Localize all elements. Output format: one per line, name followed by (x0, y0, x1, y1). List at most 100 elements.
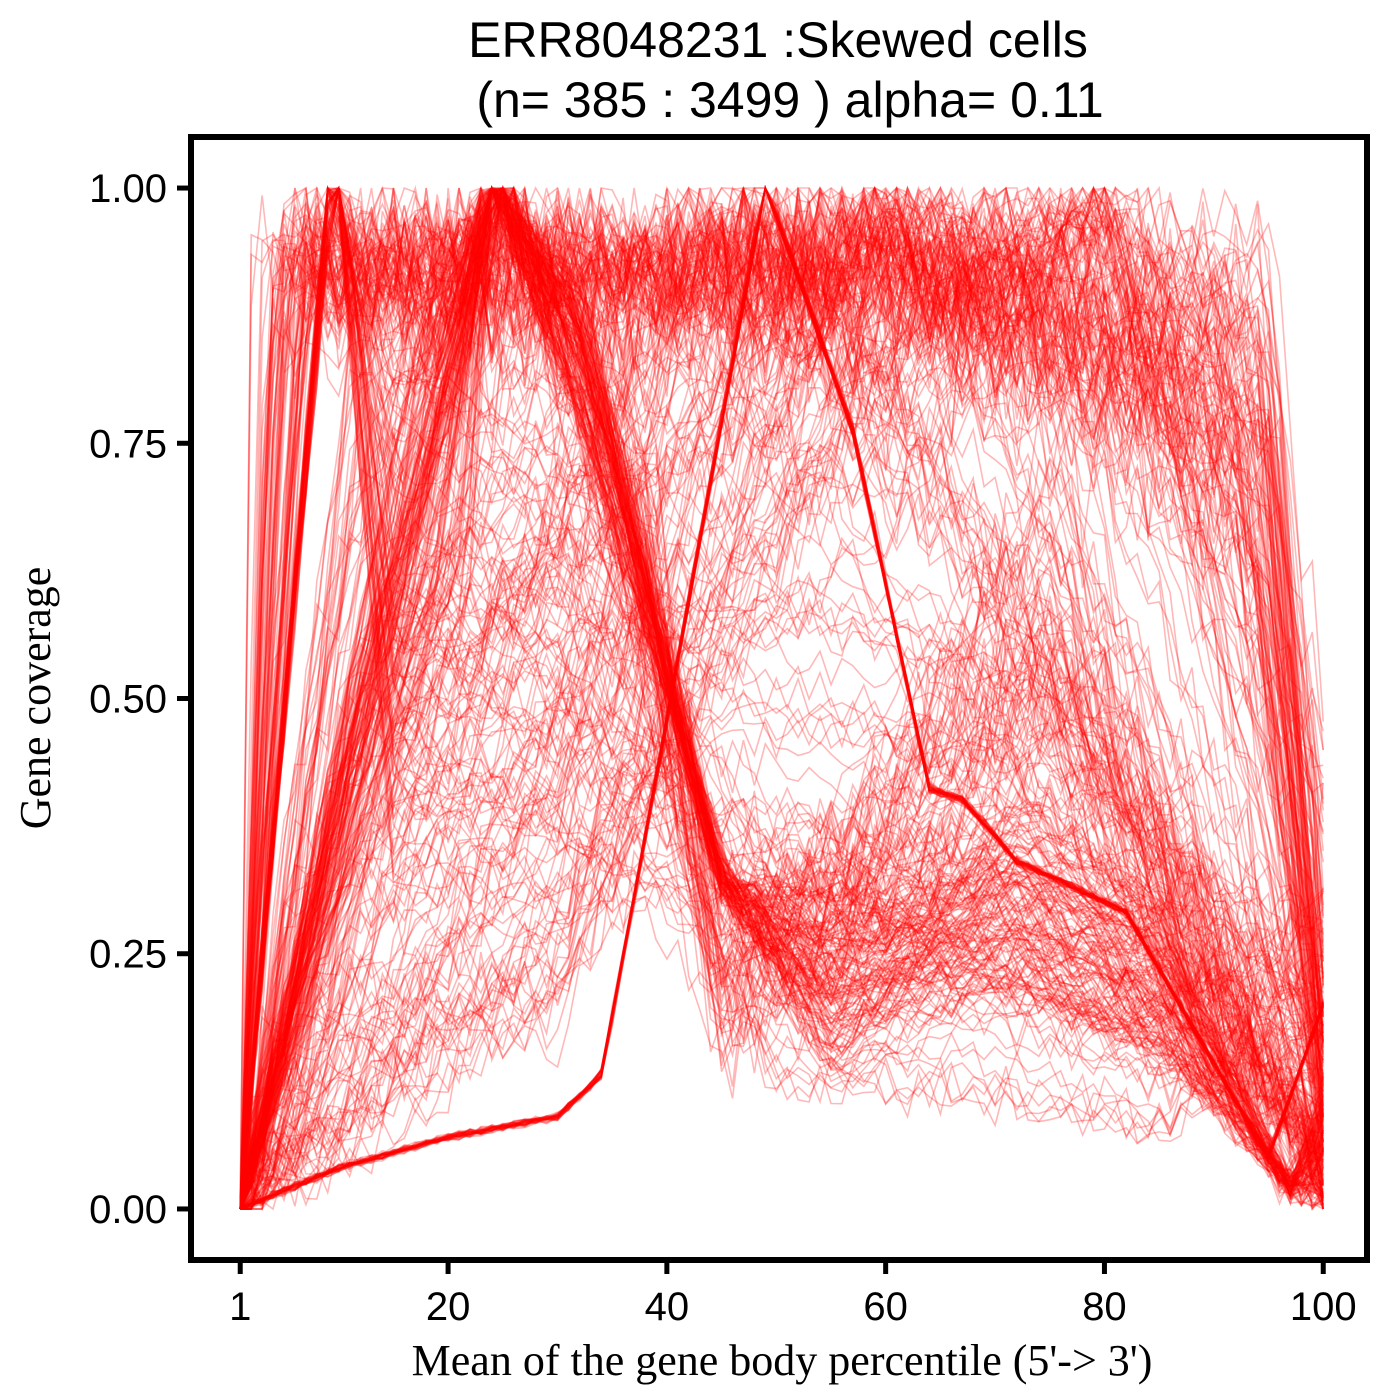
coverage-line-14 (239, 187, 1324, 1210)
coverage-line-368 (239, 187, 1324, 1210)
coverage-line-342 (239, 185, 1324, 1210)
coverage-line-169 (239, 185, 1324, 1210)
coverage-line-131 (239, 186, 1324, 1210)
coverage-line-87 (239, 185, 1324, 1210)
coverage-line-77 (239, 186, 1324, 1210)
coverage-line-300 (239, 186, 1324, 1210)
coverage-line-42 (239, 186, 1324, 1210)
coverage-line-281 (239, 185, 1324, 1210)
coverage-line-8 (239, 187, 1324, 1210)
coverage-line-220 (239, 187, 1324, 1210)
coverage-line-310 (240, 187, 1324, 1210)
coverage-line-283 (239, 187, 1324, 1210)
coverage-line-67 (239, 186, 1324, 1210)
coverage-line-73 (239, 186, 1324, 1210)
coverage-line-18 (239, 186, 1324, 1210)
coverage-line-13 (239, 187, 1324, 1210)
coverage-line-53 (239, 185, 1324, 1210)
y-axis: 0.00 0.25 0.50 0.75 1.00 (89, 167, 191, 1232)
coverage-line-40 (239, 186, 1324, 1210)
coverage-line-136 (239, 185, 1324, 1210)
coverage-line-254 (239, 185, 1324, 1210)
coverage-line-44 (239, 186, 1324, 1210)
coverage-line-78 (239, 185, 1324, 1210)
coverage-line-336 (240, 186, 1324, 1210)
coverage-line-267 (239, 186, 1324, 1210)
coverage-line-143 (239, 187, 1324, 1210)
coverage-line-366 (239, 185, 1324, 1210)
x-tick-label: 40 (645, 1285, 690, 1329)
coverage-line-180 (239, 185, 1324, 1210)
coverage-line-265 (239, 186, 1324, 1210)
coverage-line-312 (239, 186, 1324, 1210)
coverage-line-190 (239, 187, 1324, 1210)
coverage-line-339 (240, 186, 1324, 1210)
coverage-line-29 (239, 186, 1324, 1210)
coverage-line-41 (239, 184, 1324, 1210)
coverage-line-23 (239, 187, 1324, 1210)
coverage-line-335 (240, 186, 1324, 1210)
coverage-line-341 (239, 186, 1324, 1210)
coverage-line-340 (239, 185, 1324, 1210)
coverage-line-118 (239, 186, 1324, 1210)
coverage-line-223 (239, 187, 1324, 1210)
coverage-line-69 (239, 186, 1324, 1210)
coverage-line-49 (239, 187, 1324, 1210)
coverage-line-206 (239, 187, 1324, 1210)
coverage-line-94 (239, 186, 1324, 1210)
coverage-line-288 (239, 186, 1324, 1210)
coverage-line-376 (239, 187, 1324, 1210)
coverage-line-65 (239, 186, 1324, 1210)
coverage-line-183 (239, 185, 1324, 1210)
coverage-line-268 (239, 185, 1324, 1210)
coverage-line-123 (239, 186, 1324, 1210)
coverage-line-27 (239, 187, 1324, 1210)
coverage-line-266 (239, 187, 1324, 1210)
coverage-line-161 (239, 184, 1324, 1210)
coverage-line-110 (239, 186, 1324, 1210)
coverage-line-227 (239, 187, 1324, 1210)
coverage-line-50 (239, 186, 1324, 1210)
y-tick-label: 0.25 (89, 933, 167, 977)
coverage-line-226 (239, 186, 1324, 1210)
coverage-line-177 (239, 185, 1324, 1210)
coverage-line-175 (239, 184, 1324, 1210)
coverage-line-166 (239, 185, 1324, 1210)
coverage-line-215 (239, 185, 1324, 1210)
coverage-line-251 (239, 185, 1324, 1210)
coverage-line-205 (239, 187, 1324, 1210)
coverage-line-382 (239, 187, 1324, 1210)
coverage-line-384 (239, 185, 1324, 1210)
coverage-line-92 (239, 185, 1324, 1210)
coverage-line-365 (239, 187, 1324, 1210)
coverage-line-282 (239, 187, 1324, 1210)
coverage-line-279 (239, 186, 1324, 1210)
coverage-line-19 (239, 185, 1324, 1210)
coverage-line-240 (239, 187, 1324, 1210)
coverage-line-191 (239, 184, 1324, 1210)
coverage-line-182 (239, 185, 1324, 1210)
coverage-line-86 (239, 187, 1324, 1210)
coverage-line-285 (239, 186, 1324, 1210)
coverage-line-270 (239, 185, 1324, 1210)
coverage-line-147 (239, 185, 1324, 1210)
coverage-line-318 (240, 186, 1324, 1210)
coverage-line-247 (239, 187, 1324, 1210)
coverage-line-249 (239, 186, 1324, 1210)
coverage-line-298 (239, 186, 1324, 1210)
coverage-line-70 (239, 186, 1324, 1210)
coverage-line-84 (239, 187, 1324, 1210)
coverage-line-154 (239, 187, 1324, 1210)
coverage-line-243 (239, 185, 1324, 1210)
coverage-line-79 (239, 187, 1324, 1210)
coverage-line-224 (239, 187, 1324, 1210)
coverage-line-346 (239, 187, 1324, 1210)
coverage-line-46 (239, 185, 1324, 1210)
x-tick-label: 1 (229, 1285, 251, 1329)
coverage-line-68 (239, 187, 1324, 1210)
coverage-line-317 (240, 186, 1324, 1210)
coverage-line-7 (239, 186, 1324, 1210)
coverage-line-75 (239, 186, 1324, 1210)
coverage-line-315 (239, 187, 1324, 1210)
coverage-line-210 (239, 187, 1324, 1210)
